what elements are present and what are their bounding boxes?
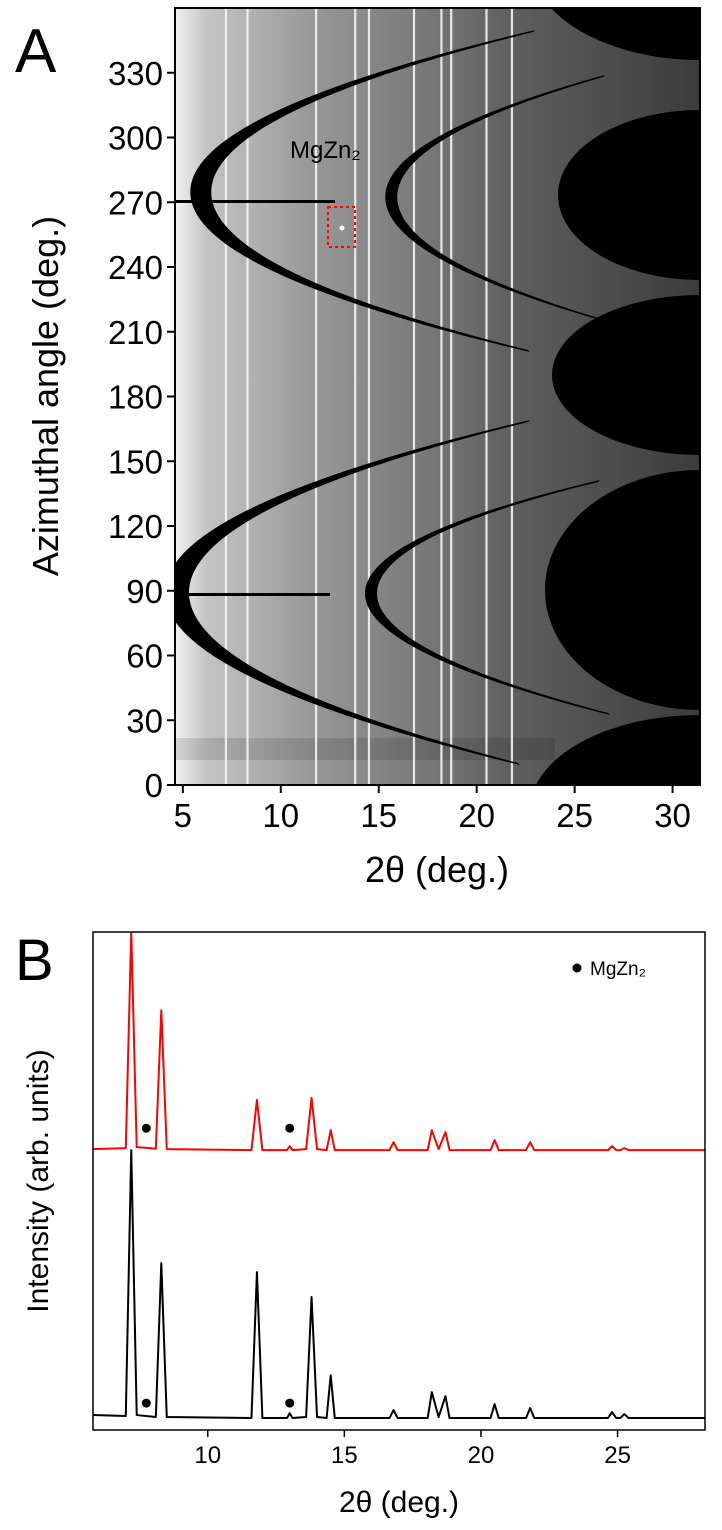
highlight-box xyxy=(327,206,356,248)
y-tick-label: 30 xyxy=(126,702,163,739)
x-tick-label: 25 xyxy=(604,1442,631,1469)
frame xyxy=(92,931,706,1431)
shadow-arc xyxy=(190,30,535,352)
x-tick-label: 25 xyxy=(556,797,593,834)
y-tick-label: 150 xyxy=(108,443,163,480)
beamstop-line xyxy=(175,593,330,596)
x-tick-label: 10 xyxy=(262,797,299,834)
panel-label: A xyxy=(15,17,57,86)
shadow-cap xyxy=(536,715,700,785)
shadow-cap xyxy=(545,470,700,710)
y-tick-label: 120 xyxy=(108,508,163,545)
y-tick-label: 90 xyxy=(126,573,163,610)
spot xyxy=(339,225,345,231)
y-tick-label: 270 xyxy=(108,184,163,221)
y-axis-title: Azimuthal angle (deg.) xyxy=(25,216,66,576)
shadow-cap xyxy=(550,8,700,60)
shadow-cap xyxy=(552,295,700,455)
shadow-shapes xyxy=(175,8,700,785)
detector-image xyxy=(175,8,700,785)
y-tick-label: 300 xyxy=(108,120,163,157)
legend-label: MgZn₂ xyxy=(590,959,646,980)
marker xyxy=(141,1123,151,1133)
marker xyxy=(285,1398,295,1408)
x-tick-label: 20 xyxy=(458,797,495,834)
x-axis-title: 2θ (deg.) xyxy=(339,1486,459,1519)
y-tick-label: 240 xyxy=(108,249,163,286)
y-tick-label: 180 xyxy=(108,379,163,416)
x-tick-label: 20 xyxy=(468,1442,495,1469)
shadow-arc xyxy=(364,480,610,715)
series-line xyxy=(93,932,705,1152)
x-tick-label: 10 xyxy=(194,1442,221,1469)
x-tick-label: 5 xyxy=(174,797,192,834)
shadow-arc xyxy=(385,75,605,320)
shadow-arc xyxy=(175,420,530,765)
shadow-cap xyxy=(558,110,700,280)
y-tick-label: 0 xyxy=(145,767,163,804)
series-line xyxy=(93,1149,705,1420)
legend-marker xyxy=(572,963,582,973)
marker xyxy=(141,1398,151,1408)
y-tick-label: 330 xyxy=(108,55,163,92)
marker xyxy=(285,1123,295,1133)
x-tick-label: 30 xyxy=(654,797,691,834)
x-axis-title: 2θ (deg.) xyxy=(365,849,509,890)
panel-label: B xyxy=(15,928,54,993)
plot-area xyxy=(93,932,705,1420)
shadow-band xyxy=(175,738,555,760)
x-tick-label: 15 xyxy=(331,1442,358,1469)
y-tick-label: 60 xyxy=(126,638,163,675)
rings xyxy=(224,8,514,785)
beamstop-line xyxy=(175,200,335,203)
x-tick-label: 15 xyxy=(360,797,397,834)
annotation: MgZn₂ xyxy=(290,137,361,164)
y-tick-label: 210 xyxy=(108,314,163,351)
y-axis-title: Intensity (arb. units) xyxy=(22,1049,55,1312)
